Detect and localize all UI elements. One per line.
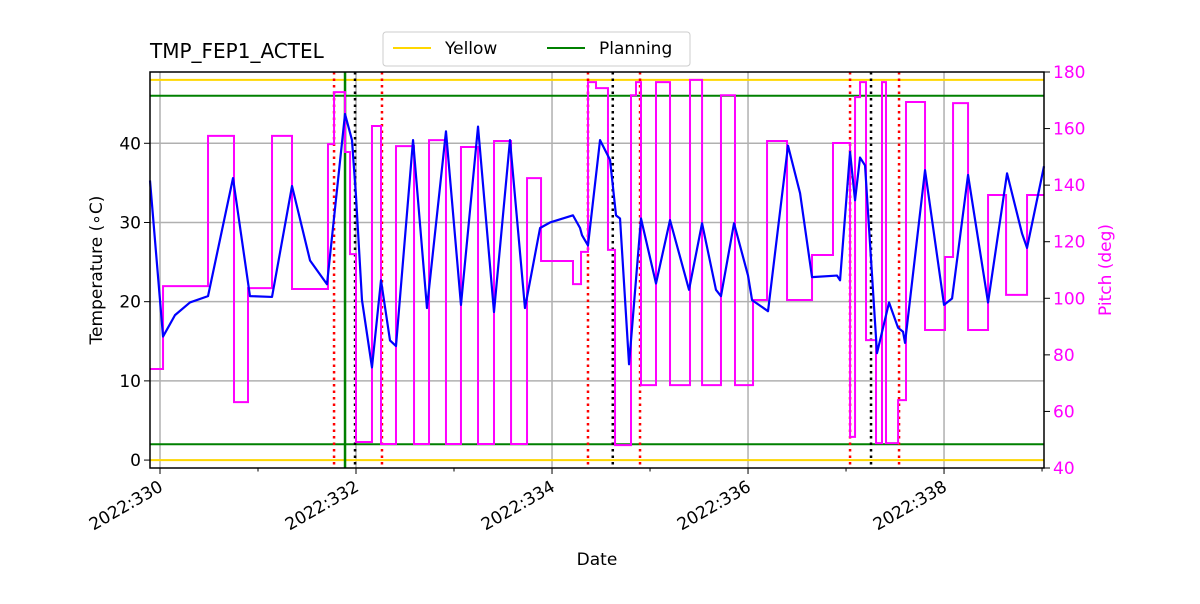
chart-title: TMP_FEP1_ACTEL bbox=[149, 39, 325, 63]
y2-axis-label: Pitch (deg) bbox=[1096, 224, 1116, 316]
y2-tick-label: 80 bbox=[1053, 346, 1075, 366]
y2-tick-label: 180 bbox=[1053, 63, 1085, 83]
legend-label-planning: Planning bbox=[599, 39, 672, 59]
y-tick-label: 40 bbox=[119, 134, 141, 154]
series bbox=[148, 78, 1046, 447]
y-tick-label: 10 bbox=[119, 372, 141, 392]
y2-tick-label: 160 bbox=[1053, 120, 1085, 140]
y-tick-label: 0 bbox=[130, 451, 141, 471]
y2-tick-label: 60 bbox=[1053, 402, 1075, 422]
y-axis-label: Temperature (∘C) bbox=[87, 196, 107, 346]
y2-tick-label: 100 bbox=[1053, 289, 1085, 309]
legend-box bbox=[382, 31, 691, 67]
temperature-series-line bbox=[148, 112, 1046, 369]
plot-frame bbox=[149, 71, 1045, 469]
legend: Yellow Planning bbox=[382, 31, 691, 67]
x-axis-label: Date bbox=[577, 550, 618, 570]
pitch-series-line bbox=[150, 78, 1044, 447]
legend-label-yellow: Yellow bbox=[444, 39, 497, 59]
y-tick-label: 30 bbox=[119, 213, 141, 233]
y2-tick-label: 120 bbox=[1053, 233, 1085, 253]
y-tick-label: 20 bbox=[119, 293, 141, 313]
y2-tick-label: 140 bbox=[1053, 176, 1085, 196]
y2-tick-label: 40 bbox=[1053, 459, 1075, 479]
